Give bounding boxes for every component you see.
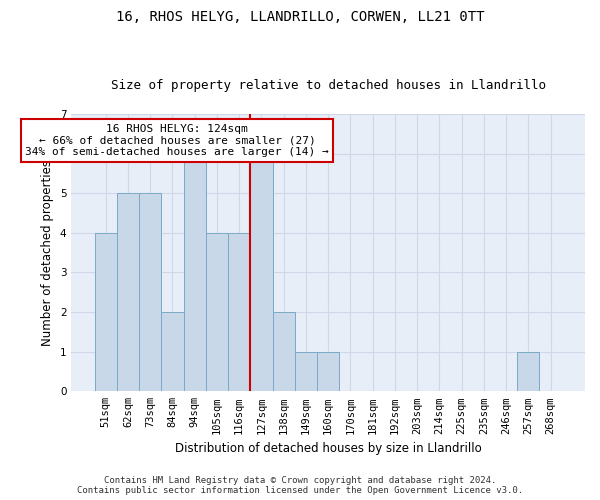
Text: 16, RHOS HELYG, LLANDRILLO, CORWEN, LL21 0TT: 16, RHOS HELYG, LLANDRILLO, CORWEN, LL21…: [116, 10, 484, 24]
Bar: [272, 312, 295, 392]
Text: 16 RHOS HELYG: 124sqm
← 66% of detached houses are smaller (27)
34% of semi-deta: 16 RHOS HELYG: 124sqm ← 66% of detached …: [25, 124, 329, 157]
Text: Contains HM Land Registry data © Crown copyright and database right 2024.
Contai: Contains HM Land Registry data © Crown c…: [77, 476, 523, 495]
Bar: [95, 233, 117, 392]
Bar: [139, 193, 161, 392]
Bar: [250, 154, 272, 392]
Bar: [228, 233, 250, 392]
Bar: [517, 352, 539, 392]
Y-axis label: Number of detached properties: Number of detached properties: [41, 160, 54, 346]
Title: Size of property relative to detached houses in Llandrillo: Size of property relative to detached ho…: [110, 79, 545, 92]
Bar: [184, 154, 206, 392]
X-axis label: Distribution of detached houses by size in Llandrillo: Distribution of detached houses by size …: [175, 442, 482, 455]
Bar: [317, 352, 339, 392]
Bar: [206, 233, 228, 392]
Bar: [295, 352, 317, 392]
Bar: [117, 193, 139, 392]
Bar: [161, 312, 184, 392]
